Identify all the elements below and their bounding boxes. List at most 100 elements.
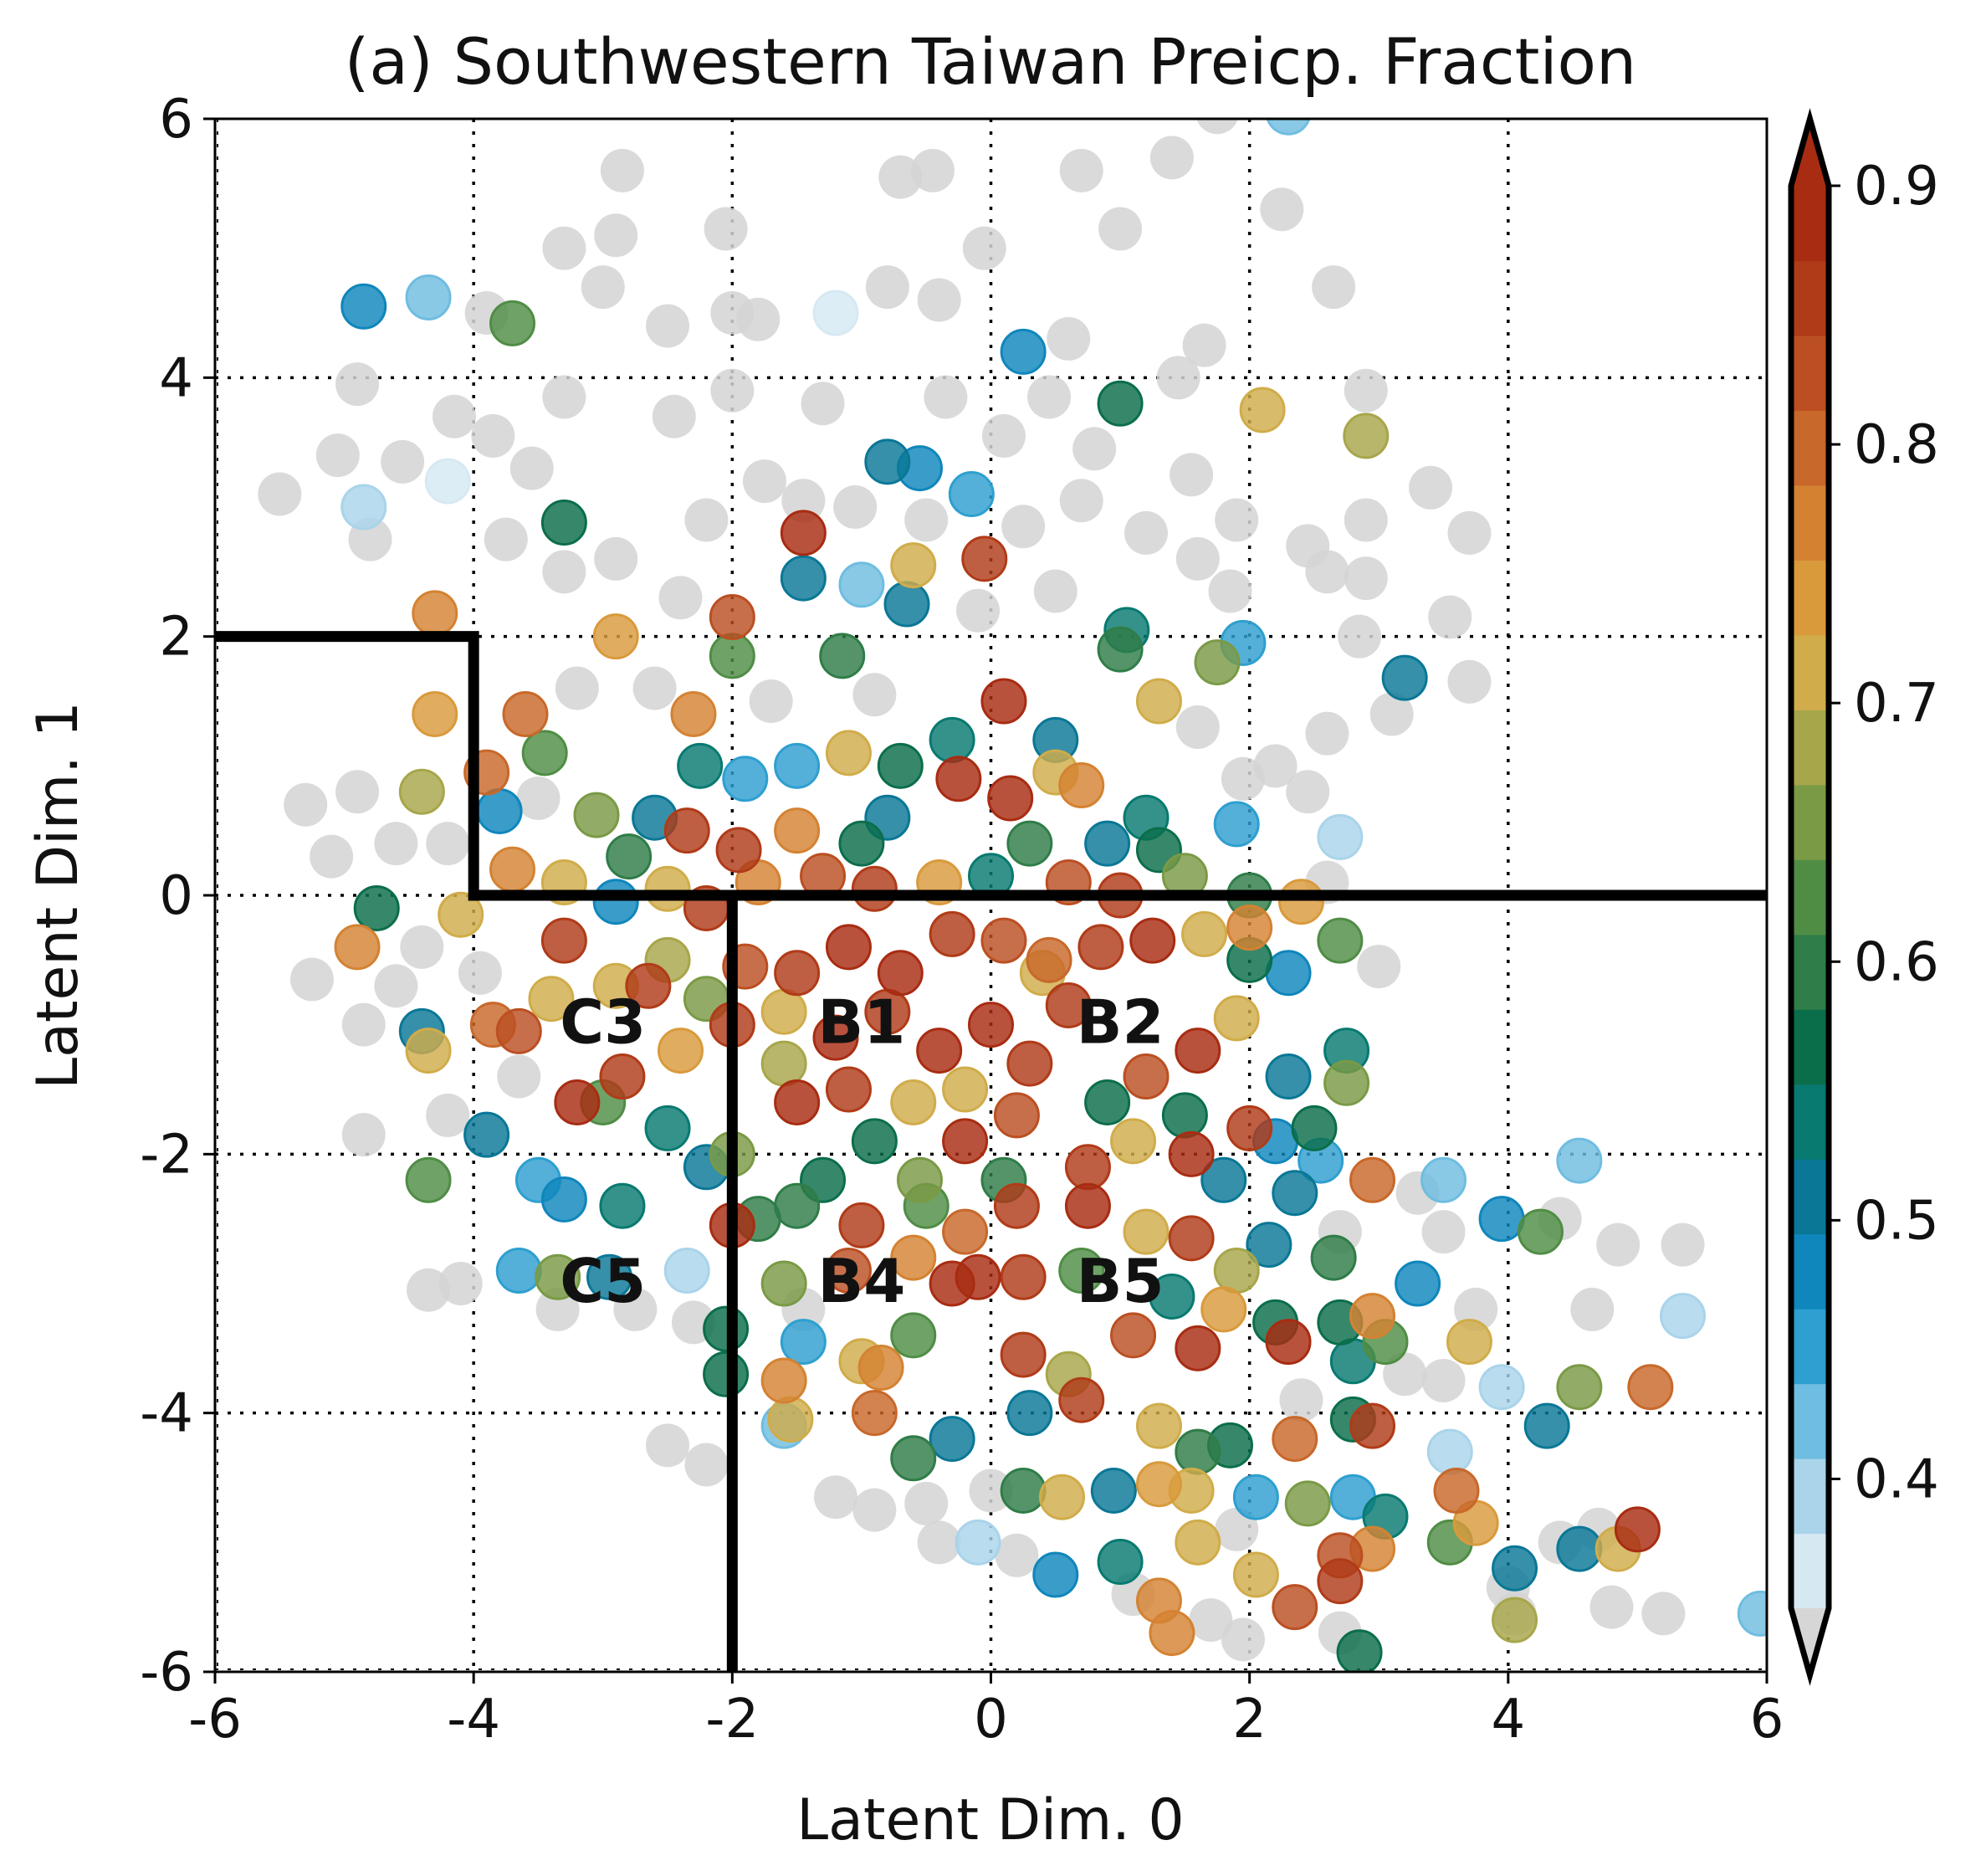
scatter-point [760,1357,807,1404]
scatter-point [838,561,885,608]
scatter-point [463,1111,510,1158]
scatter-point [1428,595,1472,639]
scatter-point [924,375,968,419]
scatter-point [1478,1196,1525,1243]
scatter-point [962,226,1006,270]
colorbar-segment [1791,934,1829,1010]
scatter-point [458,951,502,995]
scatter-point [742,459,786,504]
colorbar-segment [1791,1159,1829,1235]
scatter-point [1194,639,1241,686]
scatter-point [715,827,762,874]
scatter-point [1213,801,1260,848]
scatter-point [781,479,826,523]
scatter-point [497,1054,541,1099]
scatter-point [1447,659,1492,704]
scatter-point [1058,1248,1105,1294]
scatter-point [1232,1551,1279,1598]
scatter-point [1175,1325,1221,1371]
colorbar-extend-max [1791,119,1829,186]
scatter-point [599,1053,646,1100]
scatter-point [438,1262,483,1305]
scatter-point [528,976,575,1023]
scatter-point [987,775,1034,822]
scatter-point [890,1079,937,1125]
scatter-point [780,510,827,556]
scatter-point [1189,1598,1233,1643]
scatter-point [1047,316,1091,361]
scatter-point [1433,1467,1480,1514]
scatter-point [1336,1629,1383,1672]
scatter-point [594,213,638,258]
scatter-point [542,226,586,270]
scatter-point [929,1416,975,1463]
colorbar-segment [1791,1383,1829,1459]
scatter-point [890,1234,937,1281]
scatter-point [969,1469,1013,1513]
scatter-point [258,472,302,516]
scatter-point [722,756,769,802]
scatter-point [1291,1105,1338,1151]
x-axis-label: Latent Dim. 0 [796,1787,1184,1853]
scatter-point [942,1066,989,1113]
scatter-point [1097,626,1144,673]
scatter-point [1032,1551,1079,1598]
colorbar-segment [1791,1458,1829,1535]
cluster-boundaries [215,631,1767,1672]
scatter-point [1286,770,1330,814]
scatter-point [1596,1222,1640,1267]
scatter-point [663,807,710,854]
scatter-point [1312,265,1356,310]
scatter-point [1039,1474,1086,1520]
scatter-point [819,633,866,679]
scatter-point [1110,1118,1157,1165]
region-label: C5 [560,1246,646,1316]
scatter-point [709,633,755,679]
scatter-point [1124,510,1168,555]
scatter-point [489,846,536,893]
scatter-point [1215,498,1259,542]
scatter-point [381,439,425,484]
scatter-point [407,1268,451,1312]
scatter-point [1420,1156,1467,1203]
scatter-point [1627,1364,1674,1411]
x-tick-label: -6 [188,1689,242,1750]
scatter-point [554,1079,601,1125]
scatter-point [851,1390,898,1437]
scatter-point [495,1007,542,1054]
scatter-point [812,1014,859,1061]
scatter-point [1006,1390,1053,1437]
scatter-point [1556,1364,1603,1411]
cluster-boundary [215,631,1767,901]
scatter-point [1446,1319,1492,1366]
scatter-point [1284,1480,1331,1527]
data-points [258,119,1767,1672]
colorbar-segment [1791,1533,1829,1609]
scatter-point [540,500,587,546]
scatter-point [1098,207,1143,251]
scatter-point [1000,1253,1047,1300]
colorbar-segment [1791,1233,1829,1310]
scatter-point [1168,1130,1215,1177]
scatter-point [1168,1215,1215,1262]
scatter-point [703,1351,750,1397]
scatter-point [438,891,484,938]
scatter-point [1232,1474,1279,1520]
scatter-point [780,555,827,602]
scatter-point [877,950,924,997]
colorbar-segment [1791,710,1829,786]
x-tick-label: 6 [1750,1689,1784,1750]
scatter-point [1149,1273,1195,1320]
scatter-point [1614,1506,1661,1553]
scatter-point [956,588,1001,633]
scatter-point [540,1176,587,1222]
scatter-point [1175,1428,1221,1475]
scatter-point [405,1028,452,1074]
scatter-point [555,666,599,710]
scatter-point [851,865,898,912]
scatter-point [1200,1286,1247,1333]
scatter-point [495,1248,542,1294]
scatter-point [426,822,470,866]
scatter-point [916,1028,963,1074]
